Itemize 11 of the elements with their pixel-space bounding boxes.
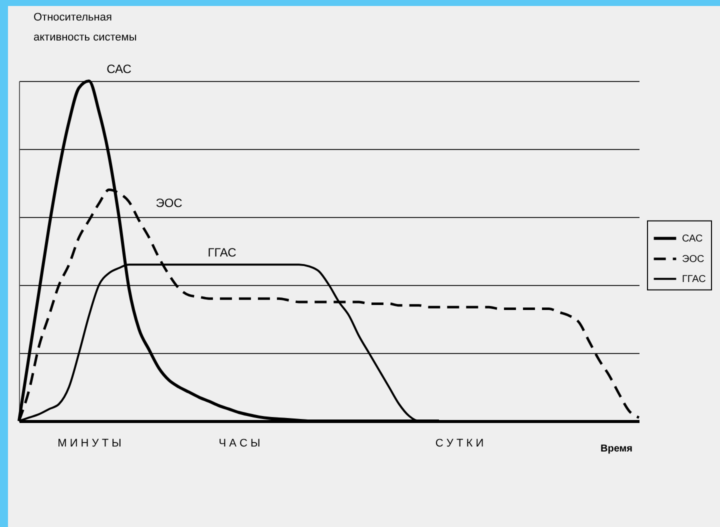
text: ЭОС [156,196,182,210]
x-tick-label: М И Н У Т Ы [58,438,122,450]
legend-label: САС [682,233,703,244]
legend-label: ЭОС [682,254,704,265]
x-tick-label: Ч А С Ы [218,438,260,450]
x-tick-label: С У Т К И [435,438,484,450]
y-axis-title: Относительная активность системы [34,12,137,44]
legend-label: ГГАС [682,274,706,285]
x-axis-title: Время [600,444,633,454]
text: ГГАС [208,246,236,260]
text: САС [106,62,132,76]
